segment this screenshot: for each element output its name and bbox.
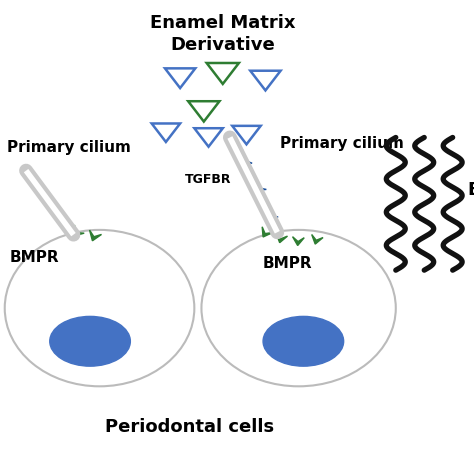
Polygon shape xyxy=(266,207,278,219)
Text: Periodontal cells: Periodontal cells xyxy=(105,418,274,436)
Text: BMPR: BMPR xyxy=(9,250,59,265)
Polygon shape xyxy=(73,225,84,236)
Polygon shape xyxy=(239,150,252,163)
Polygon shape xyxy=(312,235,323,244)
Ellipse shape xyxy=(50,317,130,366)
Text: Enamel Matrix
Derivative: Enamel Matrix Derivative xyxy=(150,14,295,55)
Text: Primary cilium: Primary cilium xyxy=(7,140,131,155)
Polygon shape xyxy=(276,233,288,243)
Polygon shape xyxy=(292,237,304,246)
Polygon shape xyxy=(262,227,273,237)
Polygon shape xyxy=(254,178,266,191)
Text: BMPR: BMPR xyxy=(263,256,313,271)
Ellipse shape xyxy=(201,230,396,386)
Ellipse shape xyxy=(263,317,344,366)
Text: Primary cilium: Primary cilium xyxy=(280,136,403,151)
Polygon shape xyxy=(90,230,101,241)
Text: TGFBR: TGFBR xyxy=(185,173,231,186)
Text: E: E xyxy=(467,181,474,199)
Ellipse shape xyxy=(5,230,194,386)
